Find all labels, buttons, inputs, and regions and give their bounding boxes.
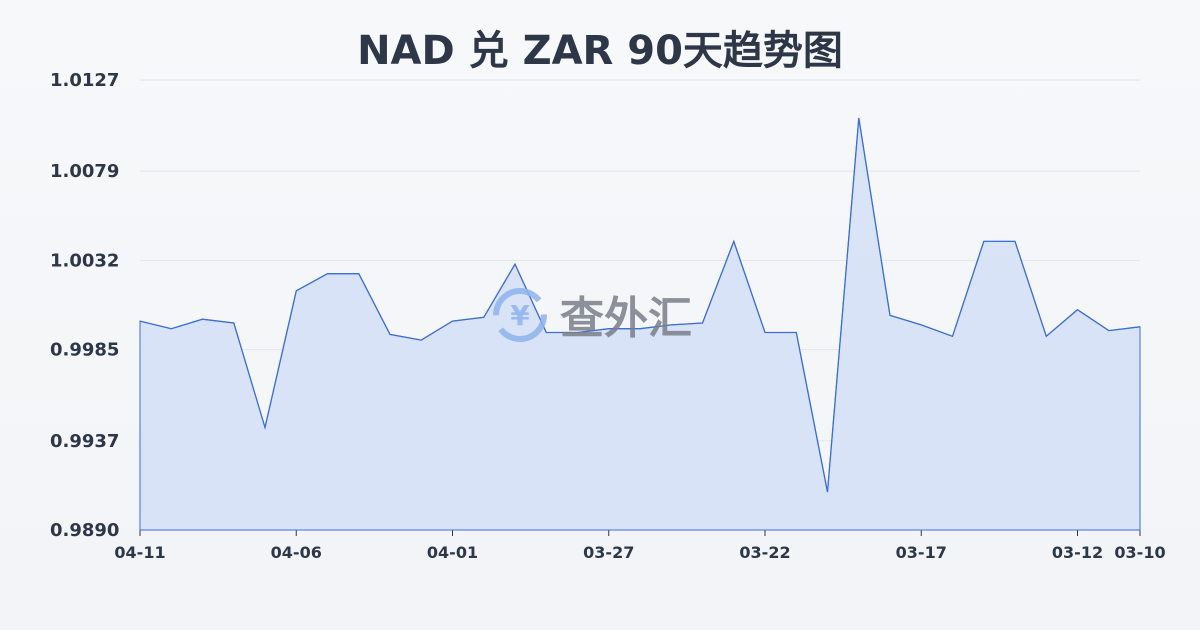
- x-tick-label: 03-17: [896, 543, 947, 562]
- x-axis-ticks: 04-11 04-06 04-01 03-27 03-22 03-17 03-12 03-10: [114, 529, 1166, 562]
- watermark: ¥ 查外汇: [493, 288, 692, 344]
- data-points: [139, 117, 1141, 493]
- x-tick-label: 03-27: [583, 543, 634, 562]
- y-tick-label: 1.0032: [50, 250, 119, 271]
- svg-text:¥: ¥: [510, 299, 530, 332]
- yen-exchange-icon: ¥: [493, 288, 547, 342]
- x-tick-label: 03-12: [1052, 543, 1103, 562]
- x-tick-label: 04-01: [427, 543, 478, 562]
- chart-title: NAD 兑 ZAR 90天趋势图: [357, 28, 843, 74]
- x-tick-label: 04-06: [271, 543, 322, 562]
- y-tick-label: 0.9890: [50, 520, 119, 541]
- watermark-text: 查外汇: [560, 293, 692, 344]
- x-tick-label: 04-11: [114, 543, 165, 562]
- y-tick-label: 1.0127: [50, 70, 119, 91]
- y-tick-label: 0.9937: [50, 431, 119, 452]
- x-tick-label: 03-22: [739, 543, 790, 562]
- y-axis-ticks: 1.0127 1.0079 1.0032 0.9985 0.9937 0.9890: [50, 70, 119, 541]
- x-tick-label: 03-10: [1114, 543, 1165, 562]
- y-tick-label: 1.0079: [50, 161, 119, 182]
- y-tick-label: 0.9985: [50, 340, 119, 361]
